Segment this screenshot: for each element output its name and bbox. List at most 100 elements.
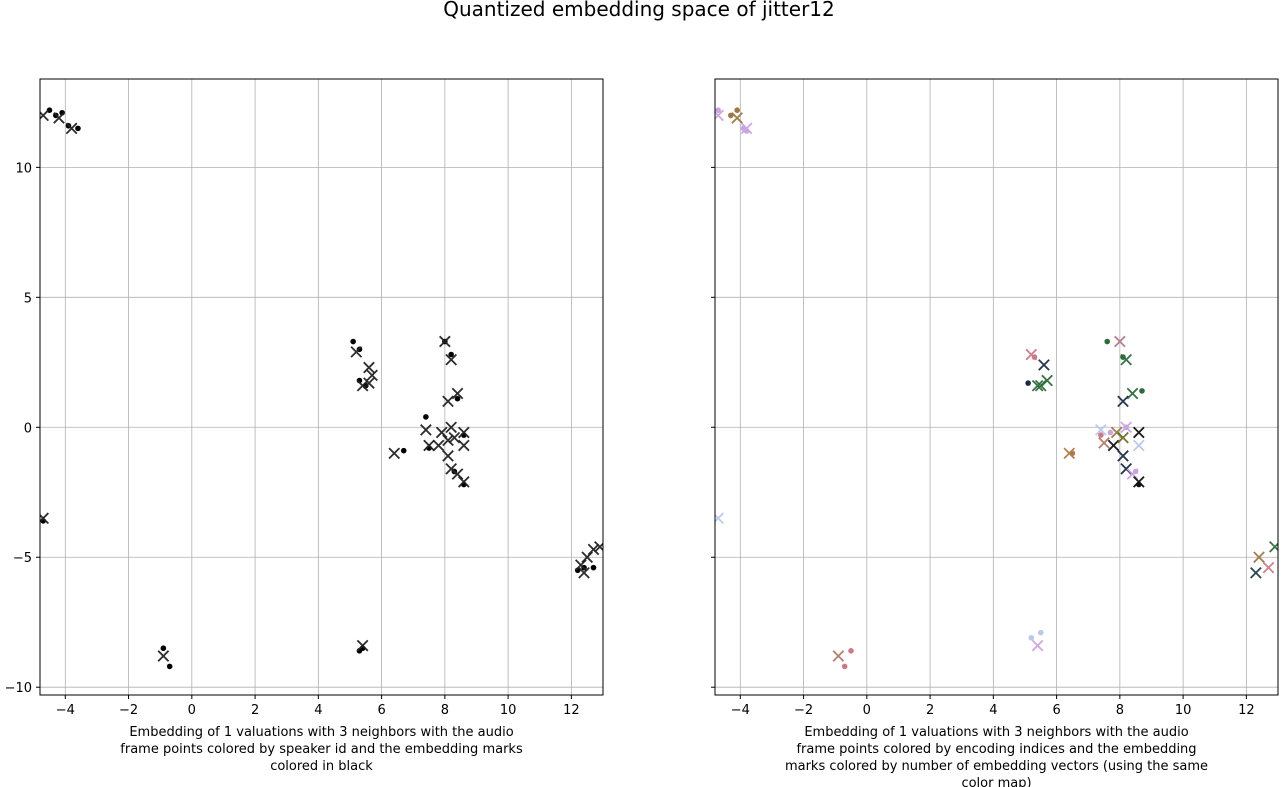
embedding-mark: [350, 346, 363, 358]
x-axis-label-line: Embedding of 1 valuations with 3 neighbo…: [804, 725, 1188, 740]
left-plot: −4 −2 0 2 4 6 8 10 12 −10 −5 0 5 10 Embedding of 1 val…: [5, 78, 604, 774]
embedding-mark: [1114, 335, 1126, 348]
embedding-mark: [366, 369, 378, 382]
embedding-mark: [1063, 447, 1076, 460]
y-tick-label: −10: [5, 681, 32, 696]
embedding-mark: [731, 112, 743, 124]
x-tick-label: 4: [989, 703, 997, 718]
embedding-mark: [40, 109, 49, 122]
data-point: [1028, 635, 1035, 641]
embedding-mark: [356, 639, 369, 652]
embedding-mark: [1126, 468, 1139, 480]
y-tick-label: 10: [15, 161, 32, 176]
embedding-mark: [445, 353, 458, 366]
data-point: [1098, 432, 1104, 438]
embedding-mark: [715, 109, 724, 122]
embedding-mark: [594, 541, 603, 553]
x-axis-label-line: frame points colored by speaker id and t…: [120, 742, 523, 757]
embedding-mark: [1132, 476, 1145, 488]
figure-title: Quantized embedding space of jitter12: [443, 0, 835, 21]
embedding-mark: [1126, 387, 1139, 400]
embedding-mark: [1262, 561, 1275, 574]
embedding-mark: [1038, 359, 1050, 371]
marks-layer: [715, 107, 1278, 670]
embedding-mark: [442, 395, 454, 408]
x-tick-label: 12: [563, 703, 580, 718]
data-point: [166, 663, 173, 670]
embedding-mark: [423, 439, 435, 452]
embedding-mark: [451, 387, 464, 400]
embedding-mark: [1269, 541, 1278, 553]
embedding-mark: [1120, 353, 1133, 366]
embedding-mark: [1117, 450, 1129, 462]
embedding-mark: [1253, 551, 1265, 564]
data-point: [848, 648, 854, 654]
embedding-mark: [451, 468, 464, 480]
x-tick-label: 2: [251, 703, 259, 718]
data-point: [1037, 629, 1044, 636]
embedding-mark: [1107, 439, 1120, 452]
embedding-mark: [442, 434, 454, 447]
embedding-mark: [65, 122, 78, 135]
y-tick-label: 5: [24, 291, 32, 306]
embedding-mark: [157, 650, 170, 662]
right-plot: −4 −2 0 2 4 6 8 10 12 Embedding of 1 valuations w…: [711, 78, 1279, 787]
data-point: [160, 645, 167, 652]
x-tick-label: 8: [441, 703, 449, 718]
embedding-mark: [363, 377, 375, 389]
x-axis-label-line: marks colored by number of embedding vec…: [785, 759, 1208, 774]
data-point: [1107, 429, 1114, 436]
embedding-mark: [1095, 424, 1107, 436]
plot-frame: [714, 78, 1279, 696]
embedding-mark: [1132, 426, 1145, 439]
x-tick-label: 10: [1175, 703, 1192, 718]
x-tick-label: −2: [794, 703, 813, 718]
y-tick-label: −5: [13, 551, 32, 566]
embedding-mark: [388, 447, 401, 460]
embedding-mark: [740, 122, 753, 135]
x-axis-label-line: colored in black: [270, 759, 373, 774]
data-point: [423, 414, 429, 420]
data-point: [734, 107, 740, 113]
data-point: [1104, 338, 1111, 345]
data-point: [1025, 380, 1031, 386]
embedding-mark: [1132, 439, 1145, 452]
embedding-mark: [1120, 421, 1133, 434]
x-tick-label: 4: [314, 703, 322, 718]
embedding-mark: [587, 543, 600, 556]
embedding-mark: [1031, 639, 1044, 652]
data-point: [841, 663, 848, 670]
x-tick-label: 12: [1238, 703, 1255, 718]
x-tick-label: 2: [926, 703, 934, 718]
embedding-mark: [442, 450, 454, 462]
embedding-mark: [445, 421, 458, 434]
plot-frame: [39, 78, 604, 696]
data-point: [448, 351, 454, 358]
x-axis-label-line: color map): [961, 776, 1031, 787]
x-tick-label: 0: [188, 703, 196, 718]
embedding-mark: [832, 650, 845, 662]
data-point: [1139, 388, 1145, 394]
embedding-mark: [1025, 348, 1038, 361]
data-point: [400, 447, 407, 454]
x-axis-label-line: Embedding of 1 valuations with 3 neighbo…: [129, 725, 513, 740]
x-tick-label: 6: [377, 703, 385, 718]
embedding-mark: [578, 567, 590, 579]
x-tick-label: 0: [863, 703, 871, 718]
embedding-mark: [356, 379, 369, 392]
embedding-mark: [432, 439, 445, 452]
data-point: [454, 395, 461, 402]
embedding-mark: [581, 551, 594, 564]
x-tick-label: 10: [500, 703, 517, 718]
embedding-mark: [40, 512, 49, 525]
marks-layer: [40, 107, 603, 670]
data-point: [590, 564, 597, 571]
x-tick-label: 6: [1052, 703, 1060, 718]
embedding-mark: [1031, 379, 1044, 392]
embedding-mark: [715, 512, 724, 525]
embedding-mark: [363, 361, 375, 374]
y-tick-label: 0: [24, 421, 32, 436]
embedding-mark: [457, 439, 470, 452]
embedding-mark: [457, 476, 470, 488]
